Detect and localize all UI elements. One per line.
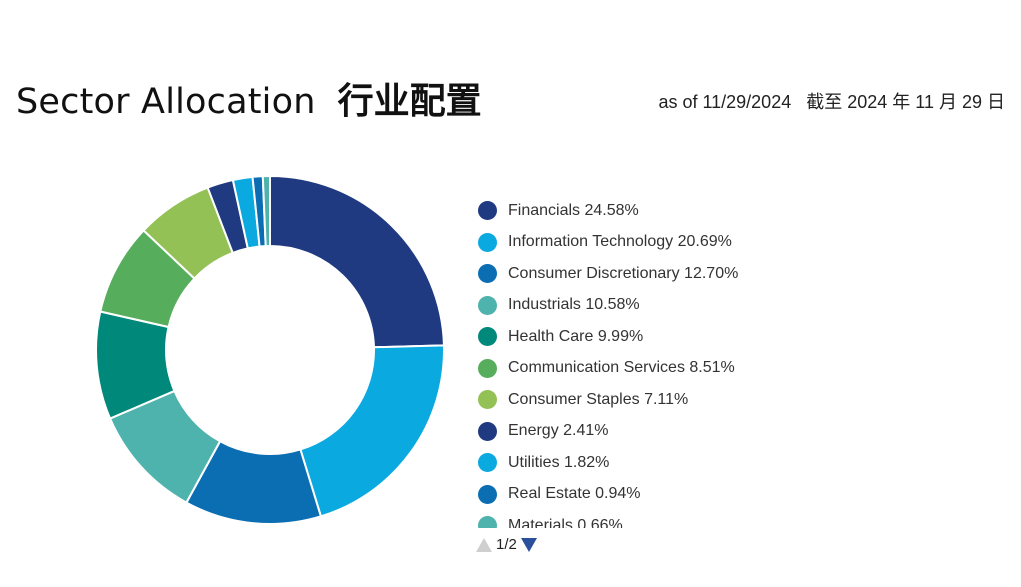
as-of-date: as of 11/29/2024 截至 2024 年 11 月 29 日 (658, 88, 1005, 114)
legend-item[interactable]: Information Technology 20.69% (478, 227, 778, 259)
legend-swatch-icon (478, 390, 497, 410)
donut-slice-financials[interactable] (269, 175, 445, 349)
legend-item[interactable]: Real Estate 0.94% (478, 479, 778, 511)
legend-item[interactable]: Health Care 9.99% (478, 321, 778, 353)
legend-item[interactable]: Financials 24.58% (478, 195, 778, 227)
legend-label: Energy 2.41% (508, 422, 609, 440)
legend-swatch-icon (478, 421, 497, 441)
legend-swatch-icon (478, 295, 497, 315)
legend-item[interactable]: Consumer Discretionary 12.70% (478, 258, 778, 290)
legend-swatch-icon (478, 201, 497, 221)
legend-item[interactable]: Industrials 10.58% (478, 290, 778, 322)
legend-label: Materials 0.66% (508, 516, 623, 528)
triangle-up-icon[interactable] (476, 537, 492, 552)
legend-label: Health Care 9.99% (508, 327, 644, 345)
legend-item[interactable]: Consumer Staples 7.11% (478, 384, 778, 416)
chart-legend: Financials 24.58% Information Technology … (478, 195, 778, 528)
legend-label: Information Technology 20.69% (508, 233, 732, 251)
legend-label: Industrials 10.58% (508, 296, 640, 314)
legend-swatch-icon (478, 484, 497, 504)
donut-slice-information-technology[interactable] (299, 344, 445, 518)
title-english: Sector Allocation (16, 82, 316, 122)
legend-label: Consumer Discretionary 12.70% (508, 264, 739, 282)
legend-swatch-icon (478, 453, 497, 473)
as-of-date-english: as of 11/29/2024 (658, 92, 792, 112)
legend-item[interactable]: Materials 0.66% (478, 510, 778, 528)
legend-label: Real Estate 0.94% (508, 485, 641, 503)
sector-donut-chart (95, 175, 445, 525)
as-of-date-chinese: 截至 2024 年 11 月 29 日 (806, 92, 1005, 112)
title-chinese: 行业配置 (337, 81, 482, 122)
legend-swatch-icon (478, 516, 497, 528)
legend-swatch-icon (478, 264, 497, 284)
legend-label: Communication Services 8.51% (508, 359, 735, 377)
legend-label: Utilities 1.82% (508, 453, 610, 471)
legend-swatch-icon (478, 327, 497, 347)
donut-slice-materials[interactable] (261, 175, 271, 248)
legend-pager: 1/2 (476, 536, 537, 553)
legend-item[interactable]: Energy 2.41% (478, 416, 778, 448)
triangle-down-icon[interactable] (520, 537, 537, 552)
legend-swatch-icon (478, 232, 497, 252)
legend-swatch-icon (478, 358, 497, 378)
chart-title: Sector Allocation 行业配置 (16, 72, 482, 122)
legend-label: Consumer Staples 7.11% (508, 390, 689, 408)
legend-item[interactable]: Utilities 1.82% (478, 447, 778, 479)
legend-label: Financials 24.58% (508, 201, 639, 219)
pager-label: 1/2 (496, 536, 517, 553)
legend-item[interactable]: Communication Services 8.51% (478, 353, 778, 385)
